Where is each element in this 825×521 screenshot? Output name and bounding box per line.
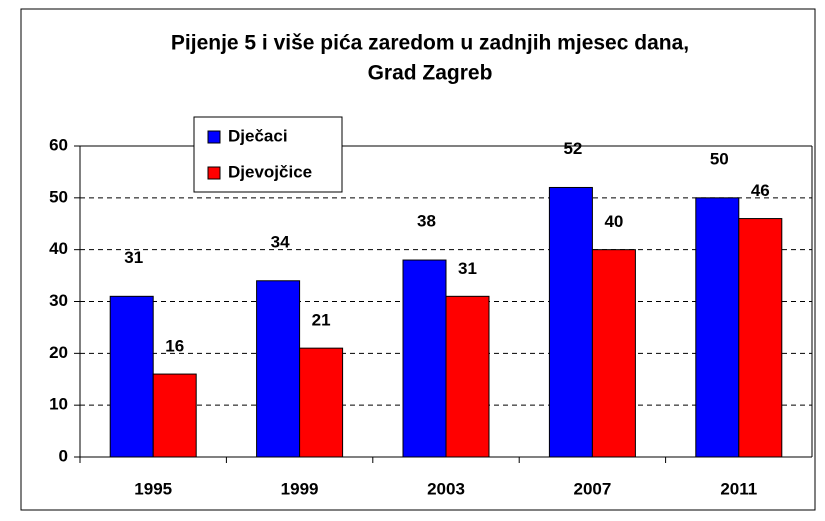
y-tick-label: 30 (49, 291, 68, 310)
y-tick-label: 10 (49, 395, 68, 414)
legend-label: Dječaci (228, 126, 288, 145)
data-label: 21 (312, 311, 331, 330)
chart-title: Pijenje 5 i više pića zaredom u zadnjih … (171, 32, 689, 55)
legend-label: Djevojčice (228, 162, 312, 181)
bar (152, 373, 197, 458)
data-label: 52 (563, 139, 582, 158)
bar (256, 280, 301, 458)
bar (548, 186, 593, 458)
bar (299, 347, 344, 458)
y-tick-label: 20 (49, 343, 68, 362)
y-tick-label: 50 (49, 187, 68, 206)
data-label: 46 (751, 181, 770, 200)
data-label: 16 (165, 337, 184, 356)
bar (695, 197, 740, 458)
data-label: 50 (710, 149, 729, 168)
data-label: 34 (271, 232, 290, 251)
bar (591, 249, 636, 458)
bar (738, 218, 783, 458)
x-tick-label: 2011 (720, 479, 757, 498)
chart-title: Grad Zagreb (368, 62, 493, 85)
x-tick-label: 1995 (134, 479, 172, 498)
bar (402, 259, 447, 458)
x-tick-label: 2007 (573, 479, 611, 498)
data-label: 38 (417, 212, 436, 231)
y-tick-label: 60 (49, 135, 68, 154)
y-tick-label: 0 (59, 446, 68, 465)
legend-swatch (207, 130, 221, 144)
bar (445, 295, 490, 458)
data-label: 31 (124, 248, 143, 267)
data-label: 40 (604, 212, 623, 231)
data-label: 31 (458, 259, 477, 278)
bar (109, 295, 154, 458)
y-tick-label: 40 (49, 239, 68, 258)
legend-swatch (207, 166, 221, 180)
x-tick-label: 1999 (281, 479, 319, 498)
x-tick-label: 2003 (427, 479, 465, 498)
